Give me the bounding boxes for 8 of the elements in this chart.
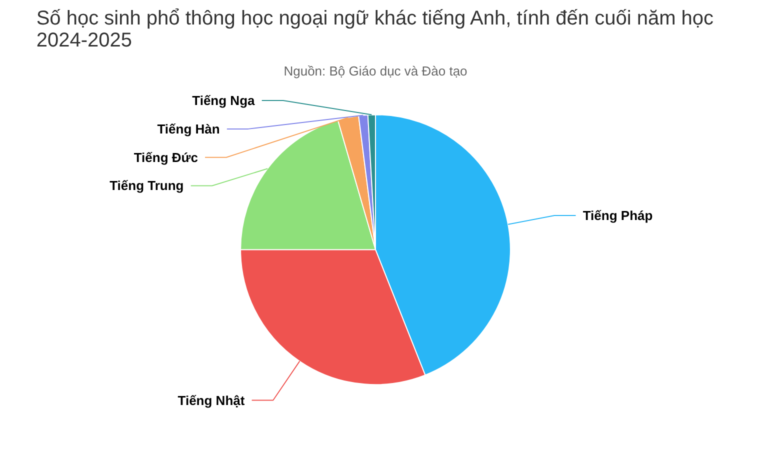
slice-label: Tiếng Trung xyxy=(110,178,184,194)
slice-label: Tiếng Đức xyxy=(134,150,198,165)
chart-subtitle: Nguồn: Bộ Giáo dục và Đào tạo xyxy=(284,64,468,78)
chart-title: Số học sinh phổ thông học ngoại ngữ khác tiếng Anh, tính đến cuối năm học 2024-2025 xyxy=(36,8,714,52)
slice-label: Tiếng Pháp xyxy=(582,208,653,224)
slice-label: Tiếng Nga xyxy=(192,93,256,108)
slice-label: Tiếng Nhật xyxy=(178,392,246,408)
slice-label: Tiếng Hàn xyxy=(157,121,220,136)
